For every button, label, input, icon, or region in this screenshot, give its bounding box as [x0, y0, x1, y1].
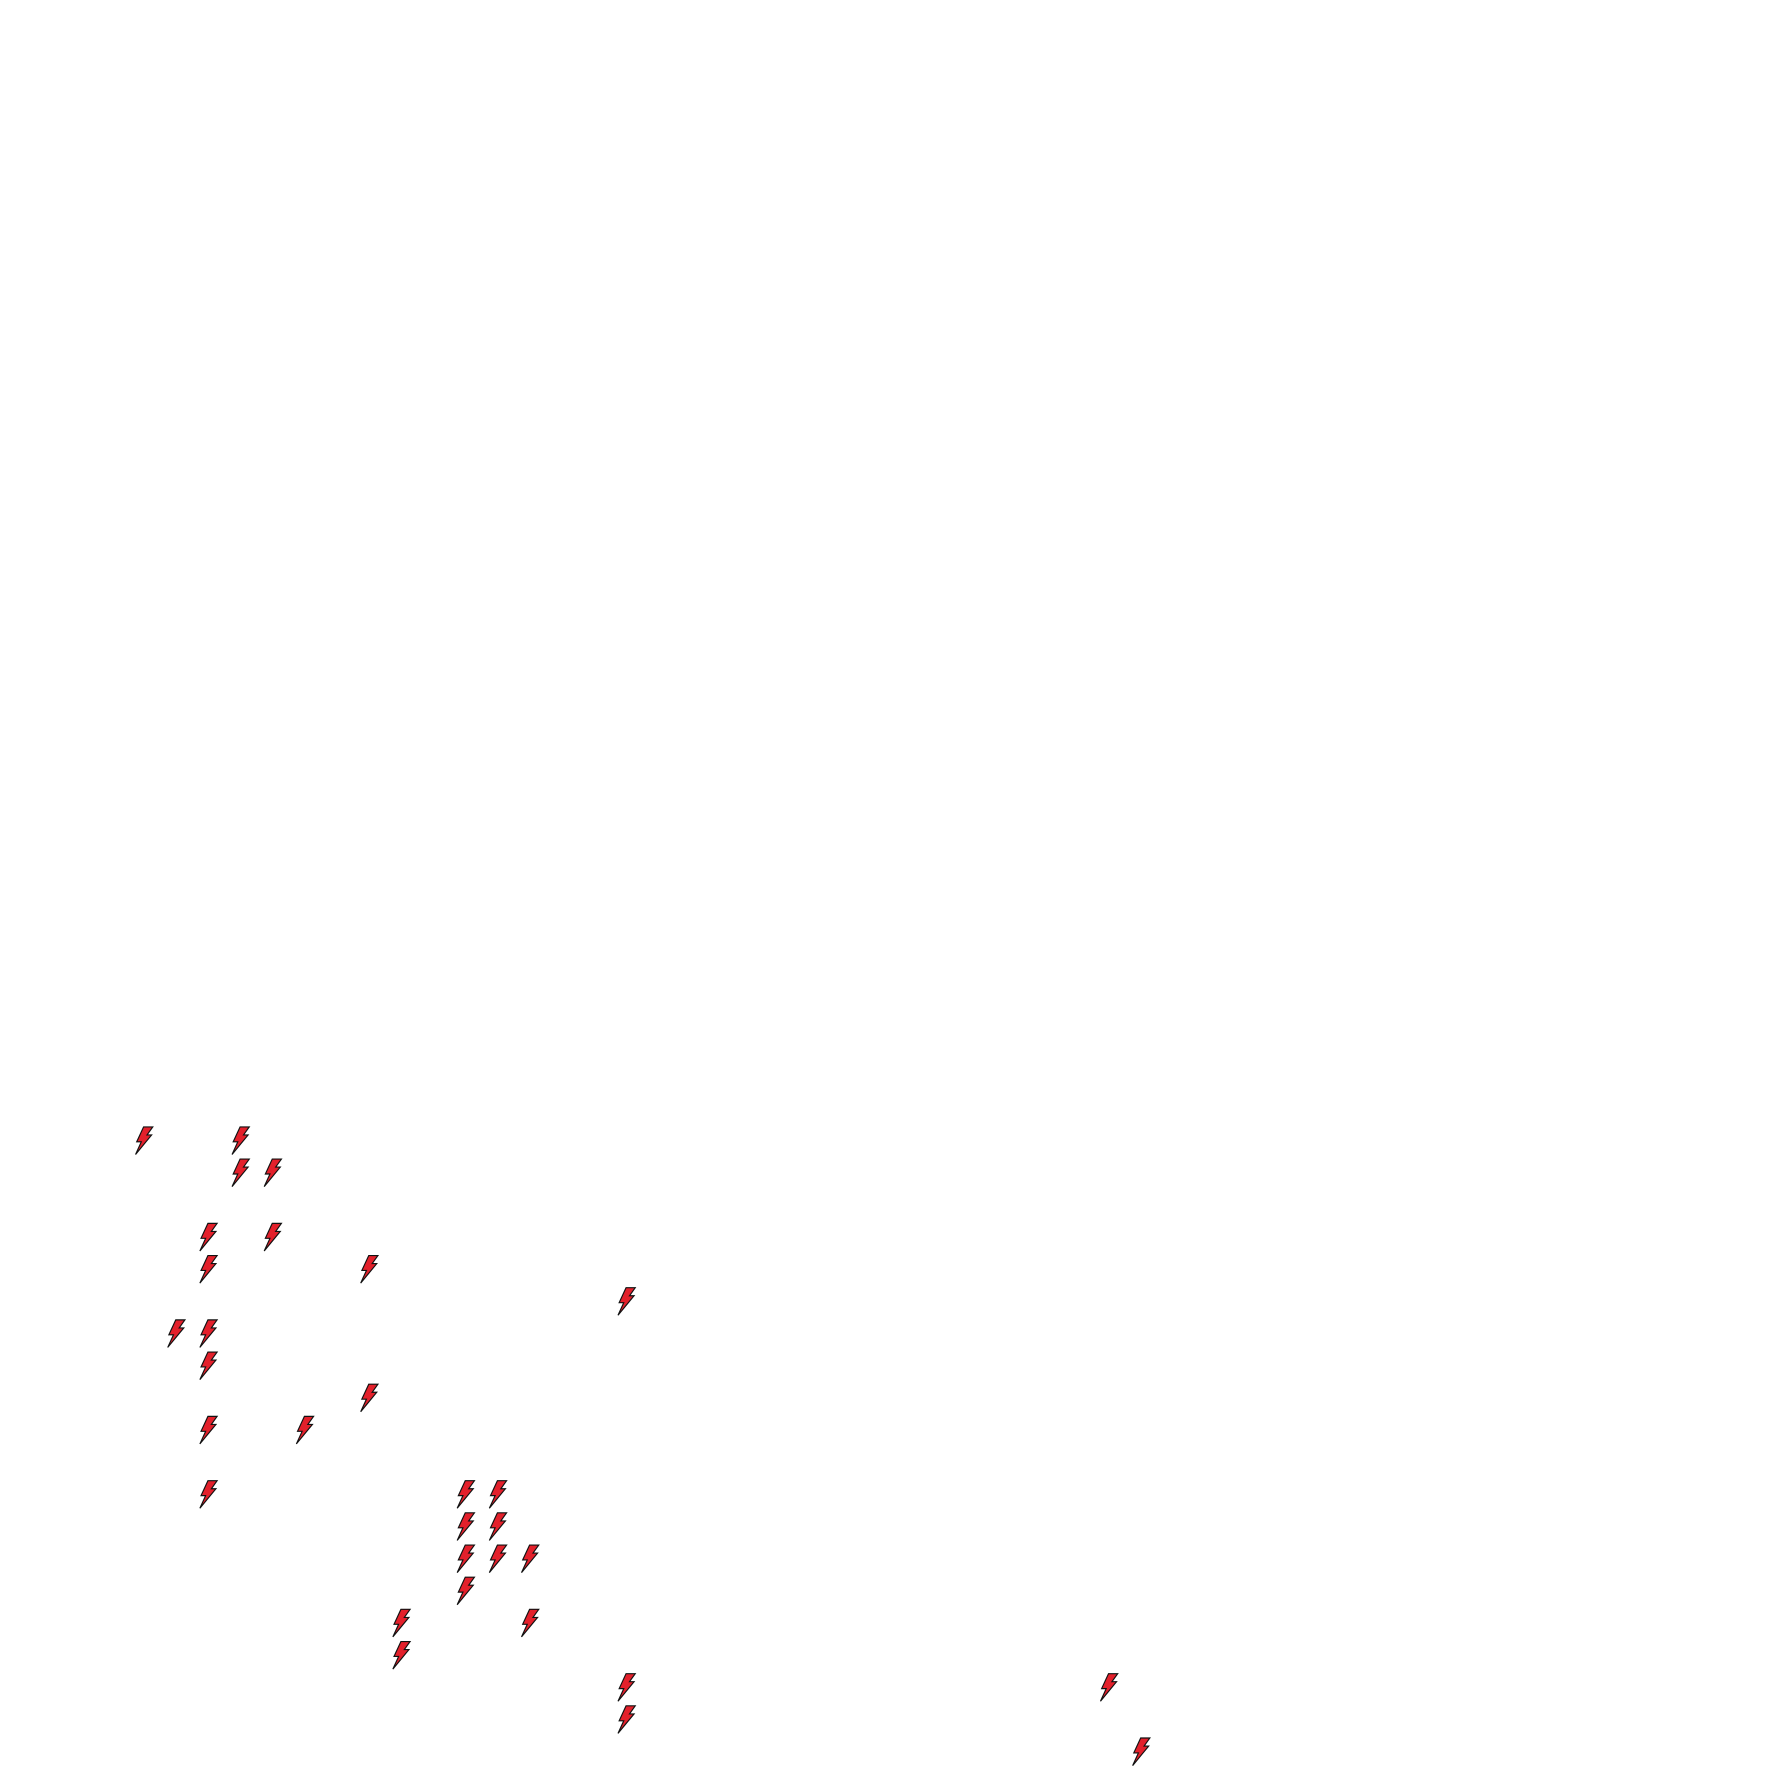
lightning-marker[interactable] [199, 1415, 218, 1445]
marker-layer [134, 1126, 1151, 1767]
lightning-marker[interactable] [520, 1544, 540, 1574]
lightning-marker[interactable] [263, 1158, 283, 1188]
lightning-marker[interactable] [199, 1319, 218, 1349]
lightning-marker[interactable] [360, 1254, 379, 1284]
lightning-marker[interactable] [199, 1480, 218, 1509]
lightning-marker[interactable] [488, 1544, 508, 1574]
lightning-marker[interactable] [617, 1287, 636, 1316]
lightning-marker[interactable] [456, 1544, 475, 1574]
lightning-marker[interactable] [167, 1319, 186, 1349]
lightning-marker[interactable] [199, 1254, 218, 1284]
lightning-marker[interactable] [520, 1608, 540, 1638]
lightning-marker[interactable] [199, 1351, 218, 1381]
lightning-marker[interactable] [360, 1383, 379, 1413]
lightning-marker[interactable] [488, 1480, 508, 1509]
lightning-marker[interactable] [295, 1415, 315, 1445]
lightning-marker[interactable] [488, 1512, 508, 1542]
lightning-marker[interactable] [199, 1222, 218, 1252]
lightning-marker[interactable] [263, 1222, 283, 1252]
lightning-marker[interactable] [456, 1576, 475, 1606]
lightning-marker[interactable] [456, 1512, 475, 1542]
lightning-marker[interactable] [134, 1126, 154, 1156]
lightning-marker[interactable] [1132, 1737, 1151, 1767]
lightning-marker[interactable] [231, 1126, 250, 1156]
lightning-marker[interactable] [617, 1705, 636, 1734]
lightning-marker[interactable] [617, 1673, 636, 1702]
lightning-marker[interactable] [456, 1480, 475, 1509]
lightning-marker[interactable] [231, 1158, 250, 1188]
lightning-marker[interactable] [1099, 1673, 1119, 1702]
lightning-marker[interactable] [392, 1608, 411, 1638]
lightning-marker[interactable] [392, 1640, 411, 1670]
